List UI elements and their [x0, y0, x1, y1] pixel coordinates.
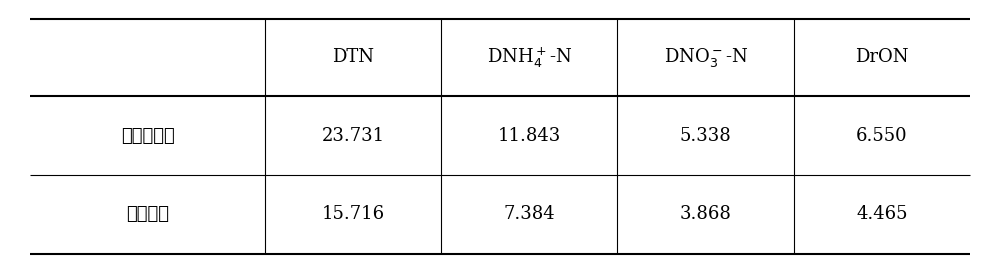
Text: 5.338: 5.338: [680, 127, 732, 145]
Text: 4.465: 4.465: [856, 205, 908, 223]
Text: 15.716: 15.716: [322, 205, 385, 223]
Text: DNH$_4^+$-N: DNH$_4^+$-N: [487, 45, 572, 70]
Text: 23.731: 23.731: [322, 127, 385, 145]
Text: DNO$_3^-$-N: DNO$_3^-$-N: [664, 46, 748, 69]
Text: 3.868: 3.868: [680, 205, 732, 223]
Text: 7.384: 7.384: [504, 205, 555, 223]
Text: DrON: DrON: [855, 48, 909, 66]
Text: 集约化农区: 集约化农区: [121, 127, 174, 145]
Text: 6.550: 6.550: [856, 127, 908, 145]
Text: 11.843: 11.843: [498, 127, 561, 145]
Text: DTN: DTN: [332, 48, 374, 66]
Text: 普通农区: 普通农区: [126, 205, 169, 223]
